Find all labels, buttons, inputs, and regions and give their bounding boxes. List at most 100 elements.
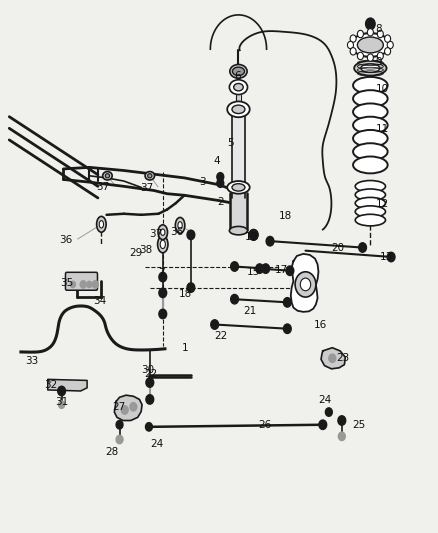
Ellipse shape <box>353 117 388 134</box>
Circle shape <box>350 47 356 55</box>
Ellipse shape <box>233 67 244 76</box>
Text: 20: 20 <box>332 243 345 253</box>
Ellipse shape <box>230 80 247 94</box>
Circle shape <box>116 421 123 429</box>
Text: 23: 23 <box>337 353 350 364</box>
Text: 30: 30 <box>141 365 154 375</box>
Circle shape <box>211 320 219 329</box>
Text: 10: 10 <box>375 84 389 94</box>
Ellipse shape <box>232 184 245 191</box>
Text: 38: 38 <box>139 245 153 255</box>
Text: 22: 22 <box>215 331 228 341</box>
Text: 21: 21 <box>243 306 256 316</box>
Text: 19: 19 <box>245 232 258 243</box>
Circle shape <box>357 52 364 60</box>
Ellipse shape <box>148 174 152 178</box>
Text: 18: 18 <box>279 211 292 221</box>
Ellipse shape <box>227 101 250 117</box>
Circle shape <box>159 231 167 241</box>
Circle shape <box>300 278 311 291</box>
Text: 16: 16 <box>314 319 327 329</box>
Text: 37: 37 <box>149 229 162 239</box>
Ellipse shape <box>227 181 250 193</box>
Text: 29: 29 <box>129 248 142 258</box>
Circle shape <box>366 18 375 30</box>
Circle shape <box>377 30 383 38</box>
Text: 7: 7 <box>159 268 165 278</box>
Text: 35: 35 <box>60 278 73 288</box>
Text: 13: 13 <box>380 252 393 262</box>
Ellipse shape <box>105 174 110 178</box>
Circle shape <box>249 230 258 240</box>
Circle shape <box>359 243 367 252</box>
Polygon shape <box>291 254 318 312</box>
Circle shape <box>385 47 391 55</box>
Circle shape <box>262 264 270 273</box>
Text: 22: 22 <box>144 369 157 379</box>
Circle shape <box>367 54 373 61</box>
Text: 34: 34 <box>93 296 106 306</box>
Circle shape <box>347 41 353 49</box>
Polygon shape <box>321 348 345 369</box>
Ellipse shape <box>353 90 388 107</box>
Text: 1: 1 <box>182 343 189 353</box>
Ellipse shape <box>353 77 388 94</box>
Text: 36: 36 <box>170 227 184 237</box>
Polygon shape <box>230 192 247 230</box>
Circle shape <box>385 35 391 42</box>
Ellipse shape <box>97 216 106 232</box>
Circle shape <box>146 378 154 387</box>
Ellipse shape <box>102 172 112 180</box>
Text: 9: 9 <box>375 57 382 67</box>
Circle shape <box>187 230 195 240</box>
Circle shape <box>387 252 395 262</box>
Text: 32: 32 <box>44 379 57 390</box>
Ellipse shape <box>355 189 385 200</box>
Circle shape <box>295 272 316 297</box>
Ellipse shape <box>357 37 383 53</box>
Circle shape <box>159 288 167 297</box>
Ellipse shape <box>158 236 168 253</box>
Text: 33: 33 <box>25 357 39 367</box>
Circle shape <box>338 432 345 441</box>
Circle shape <box>187 283 195 292</box>
Text: 24: 24 <box>318 395 332 406</box>
Polygon shape <box>232 114 245 198</box>
Circle shape <box>338 416 346 425</box>
Ellipse shape <box>158 225 168 240</box>
Circle shape <box>159 309 167 319</box>
Ellipse shape <box>353 157 388 173</box>
Circle shape <box>377 52 383 60</box>
Polygon shape <box>48 379 87 391</box>
Text: 27: 27 <box>112 402 125 412</box>
Ellipse shape <box>178 222 182 229</box>
Circle shape <box>159 272 167 282</box>
Circle shape <box>266 237 274 246</box>
Ellipse shape <box>160 240 166 248</box>
Circle shape <box>350 35 356 42</box>
Circle shape <box>286 266 294 276</box>
Circle shape <box>329 354 336 362</box>
Text: 24: 24 <box>151 439 164 449</box>
Circle shape <box>231 262 238 271</box>
Text: 26: 26 <box>258 419 271 430</box>
Circle shape <box>70 281 75 288</box>
Ellipse shape <box>353 103 388 120</box>
Ellipse shape <box>355 181 385 192</box>
Ellipse shape <box>353 143 388 160</box>
Circle shape <box>387 41 393 49</box>
Ellipse shape <box>230 227 247 235</box>
Text: 3: 3 <box>200 177 206 187</box>
Text: 36: 36 <box>59 235 72 245</box>
Circle shape <box>283 297 291 307</box>
Circle shape <box>283 324 291 334</box>
Ellipse shape <box>351 33 390 57</box>
Text: 37: 37 <box>96 182 110 192</box>
Ellipse shape <box>145 172 155 180</box>
Text: 25: 25 <box>352 419 365 430</box>
Text: 12: 12 <box>375 199 389 209</box>
Ellipse shape <box>355 214 385 226</box>
Text: 31: 31 <box>55 397 68 407</box>
Ellipse shape <box>232 105 245 114</box>
Text: 6: 6 <box>234 70 241 80</box>
